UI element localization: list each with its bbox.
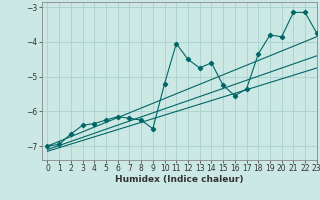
X-axis label: Humidex (Indice chaleur): Humidex (Indice chaleur): [115, 175, 244, 184]
